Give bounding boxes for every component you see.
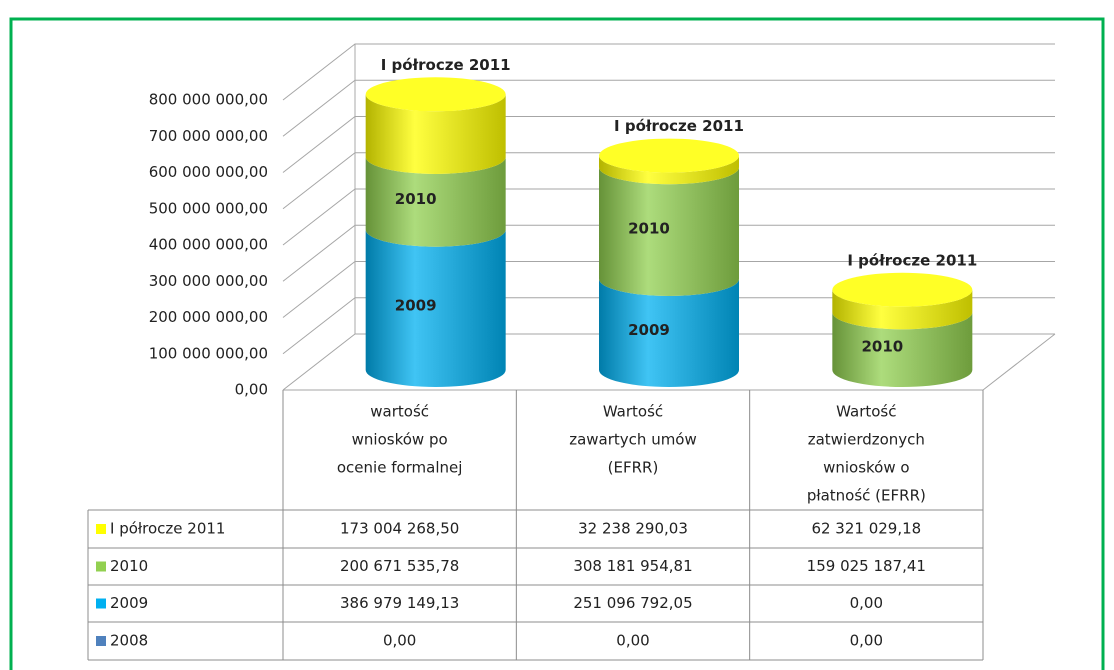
category-label: zawartych umów [569,431,697,449]
table-value: 0,00 [616,632,649,650]
y-tick-label: 300 000 000,00 [149,272,268,290]
table-value: 0,00 [850,594,883,612]
cylinder-segment [599,155,739,185]
category-label: wartość [370,403,429,421]
grid-line [282,79,1055,137]
grid-line [282,116,1055,173]
grid-line [282,333,1055,391]
grid-line [282,224,1055,282]
cylinder-segment [832,312,973,387]
data-label: I półrocze 2011 [614,117,744,135]
legend-label: I półrocze 2011 [110,520,225,538]
grid-line [282,152,1055,210]
legend-label: 2008 [110,632,148,650]
legend-key [96,524,106,534]
table-value: 62 321 029,18 [811,520,921,538]
data-label: I półrocze 2011 [381,56,511,74]
legend-key [96,636,106,646]
table-value: 308 181 954,81 [573,557,692,575]
data-label: 2009 [395,296,437,314]
cylinder-segment [365,94,506,174]
cylinder-segment [365,229,506,387]
cylinder-segment [365,156,506,247]
cylinder-segment [599,167,739,296]
category-label: wniosków po [352,431,448,449]
grid-line [282,43,1055,101]
table-value: 0,00 [850,632,883,650]
grid-line [282,297,1055,355]
cylinder-top [832,272,973,307]
cylinder-top [599,138,739,173]
table-value: 386 979 149,13 [340,594,459,612]
table-value: 251 096 792,05 [573,594,692,612]
table-value: 200 671 535,78 [340,557,459,575]
legend-key [96,598,106,609]
y-tick-label: 700 000 000,00 [149,127,268,145]
category-label: (EFRR) [608,459,659,477]
cylinder-top [365,77,506,112]
category-label: ocenie formalnej [337,459,463,477]
category-label: Wartość [603,403,663,421]
y-tick-label: 500 000 000,00 [149,199,268,217]
category-label: wniosków o [823,459,909,477]
category-label: zatwierdzonych [808,431,925,449]
legend-label: 2010 [110,557,148,575]
y-tick-label: 200 000 000,00 [149,308,268,326]
category-label: Wartość [836,403,896,421]
table-value: 159 025 187,41 [807,557,926,575]
data-label: 2010 [861,338,903,356]
table-value: 32 238 290,03 [578,520,688,538]
grid-line [282,261,1055,318]
y-tick-label: 100 000 000,00 [149,344,268,362]
y-tick-label: 0,00 [235,381,268,399]
legend-label: 2009 [110,594,148,612]
category-label: płatność (EFRR) [807,487,926,505]
data-label: 2010 [628,220,670,238]
cylinder-segment [832,289,973,330]
table-value: 0,00 [383,632,416,650]
data-label: 2010 [395,190,437,208]
data-label: 2009 [628,321,670,339]
cylinder-segment [599,278,739,387]
table-value: 173 004 268,50 [340,520,459,538]
y-tick-label: 600 000 000,00 [149,163,268,181]
y-tick-label: 400 000 000,00 [149,236,268,254]
grid-line [282,188,1055,246]
y-tick-label: 800 000 000,00 [149,91,268,109]
legend-key [96,561,106,572]
data-label: I półrocze 2011 [847,251,977,269]
